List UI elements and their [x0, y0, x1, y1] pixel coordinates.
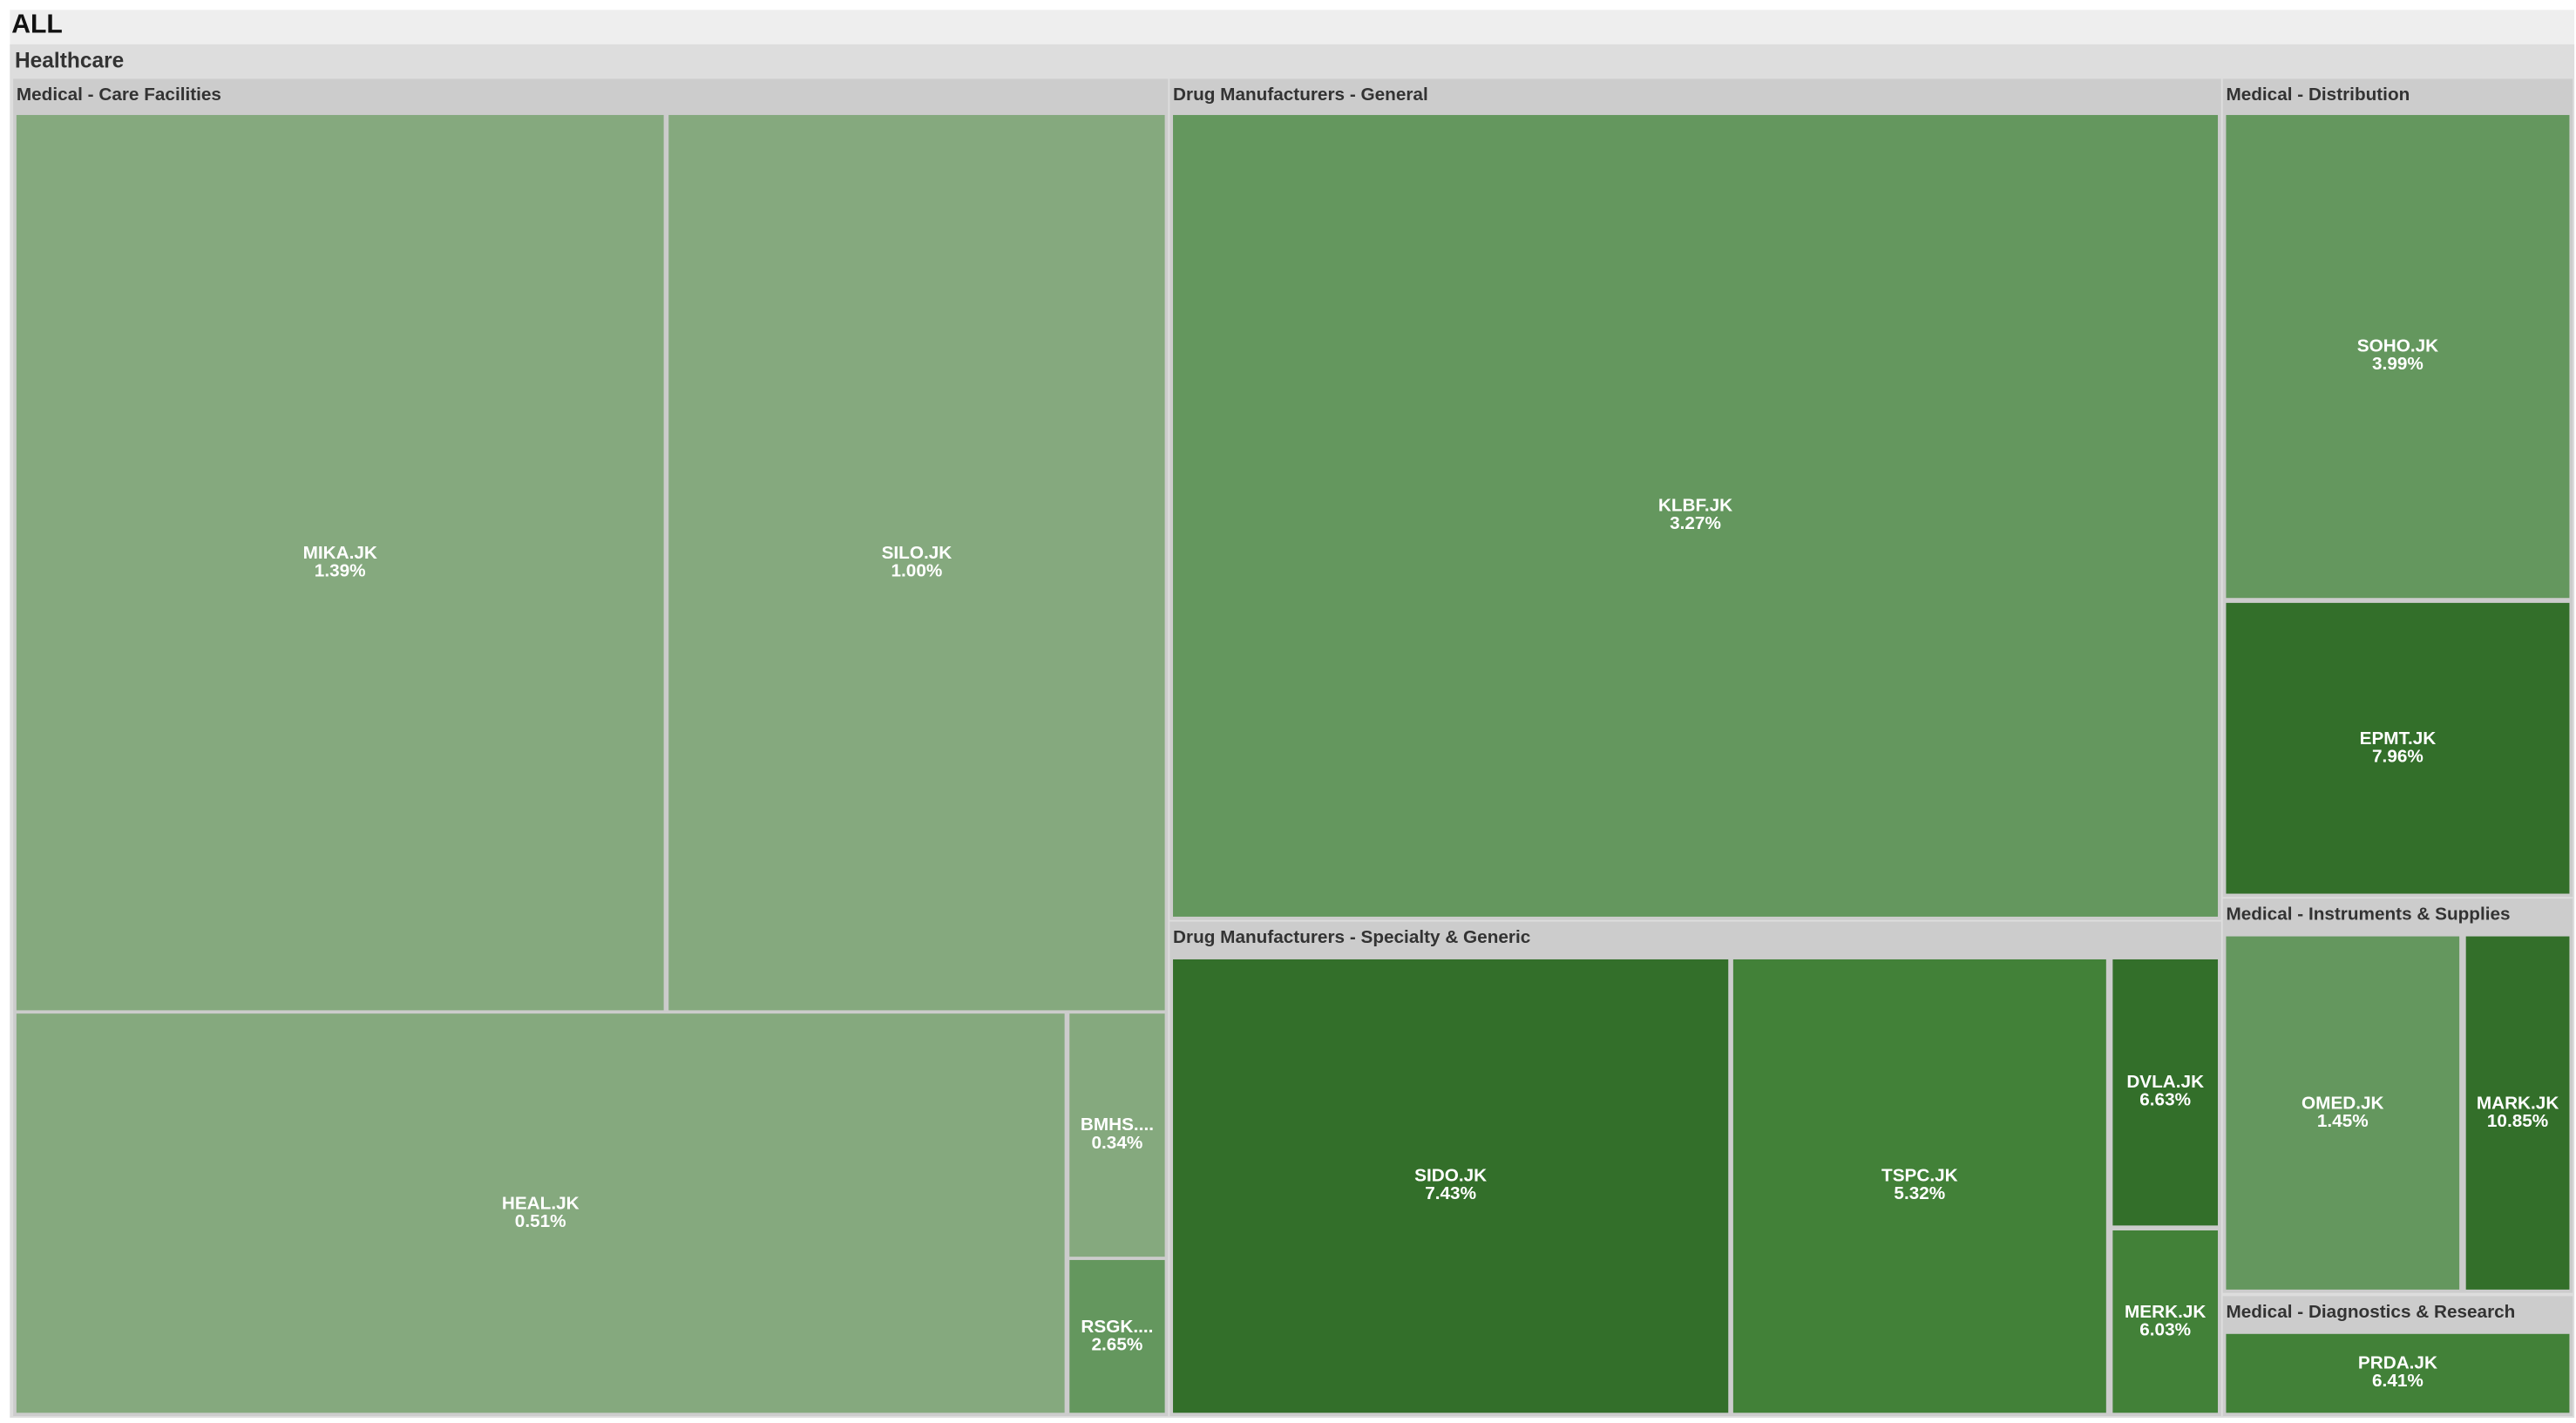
tile-ticker: SILO.JK	[881, 543, 952, 563]
tile-change: 6.03%	[2139, 1319, 2192, 1340]
tile-change: 0.51%	[514, 1211, 566, 1231]
group-label: Medical - Distribution	[2226, 85, 2410, 105]
tile-heal-jk[interactable]: HEAL.JK 0.51%	[16, 1013, 1065, 1413]
tile-ticker: MIKA.JK	[302, 543, 377, 563]
tile-dvla-jk[interactable]: DVLA.JK 6.63%	[2112, 959, 2219, 1226]
tile-merk-jk[interactable]: MERK.JK 6.03%	[2112, 1230, 2219, 1413]
tile-change: 3.99%	[2372, 355, 2423, 375]
tile-ticker: EPMT.JK	[2359, 728, 2437, 749]
group-label: Drug Manufacturers - Specialty & Generic	[1173, 928, 1531, 948]
tile-change: 0.34%	[1091, 1133, 1143, 1154]
tile-omed-jk[interactable]: OMED.JK 1.45%	[2226, 936, 2460, 1290]
tile-change: 1.45%	[2316, 1111, 2369, 1131]
sector-label: Healthcare	[14, 47, 125, 72]
tile-soho-jk[interactable]: SOHO.JK 3.99%	[2226, 114, 2570, 599]
root-label: ALL	[11, 11, 63, 40]
tile-change: 7.96%	[2372, 746, 2423, 767]
tile-ticker: OMED.JK	[2301, 1093, 2384, 1114]
tile-tspc-jk[interactable]: TSPC.JK 5.32%	[1732, 959, 2106, 1413]
group-label: Medical - Diagnostics & Research	[2226, 1302, 2516, 1323]
tile-rsgk-jk[interactable]: RSGK.... 2.65%	[1069, 1259, 1165, 1413]
tile-change: 10.85%	[2486, 1111, 2549, 1131]
tile-ticker: DVLA.JK	[2126, 1073, 2205, 1093]
tile-ticker: MERK.JK	[2125, 1302, 2207, 1322]
tile-ticker: BMHS....	[1080, 1115, 1154, 1135]
tile-ticker: KLBF.JK	[1657, 496, 1733, 516]
tile-sido-jk[interactable]: SIDO.JK 7.43%	[1173, 959, 1729, 1413]
tile-mika-jk[interactable]: MIKA.JK 1.39%	[16, 114, 664, 1011]
tile-ticker: PRDA.JK	[2357, 1353, 2437, 1374]
tile-change: 3.27%	[1670, 514, 1721, 534]
group-label: Medical - Instruments & Supplies	[2226, 905, 2511, 925]
group-label: Medical - Care Facilities	[16, 85, 221, 105]
tile-change: 1.00%	[891, 560, 943, 581]
tile-ticker: SOHO.JK	[2356, 336, 2439, 357]
tile-change: 6.41%	[2372, 1372, 2423, 1392]
tile-change: 6.63%	[2139, 1090, 2192, 1111]
tile-epmt-jk[interactable]: EPMT.JK 7.96%	[2226, 602, 2570, 894]
tile-ticker: SIDO.JK	[1414, 1166, 1488, 1187]
tile-klbf-jk[interactable]: KLBF.JK 3.27%	[1173, 114, 2219, 917]
tile-ticker: RSGK....	[1081, 1316, 1154, 1337]
tile-ticker: HEAL.JK	[501, 1193, 580, 1214]
tile-bmhs-jk[interactable]: BMHS.... 0.34%	[1069, 1013, 1165, 1257]
tile-change: 5.32%	[1894, 1184, 1946, 1204]
tile-mark-jk[interactable]: MARK.JK 10.85%	[2465, 936, 2570, 1290]
tile-ticker: MARK.JK	[2476, 1093, 2559, 1114]
tile-silo-jk[interactable]: SILO.JK 1.00%	[668, 114, 1165, 1011]
group-label: Drug Manufacturers - General	[1173, 85, 1428, 105]
tile-change: 7.43%	[1425, 1184, 1477, 1204]
tile-ticker: TSPC.JK	[1881, 1166, 1958, 1187]
tile-change: 2.65%	[1091, 1334, 1143, 1355]
tile-prda-jk[interactable]: PRDA.JK 6.41%	[2226, 1333, 2570, 1413]
tile-change: 1.39%	[314, 560, 366, 581]
